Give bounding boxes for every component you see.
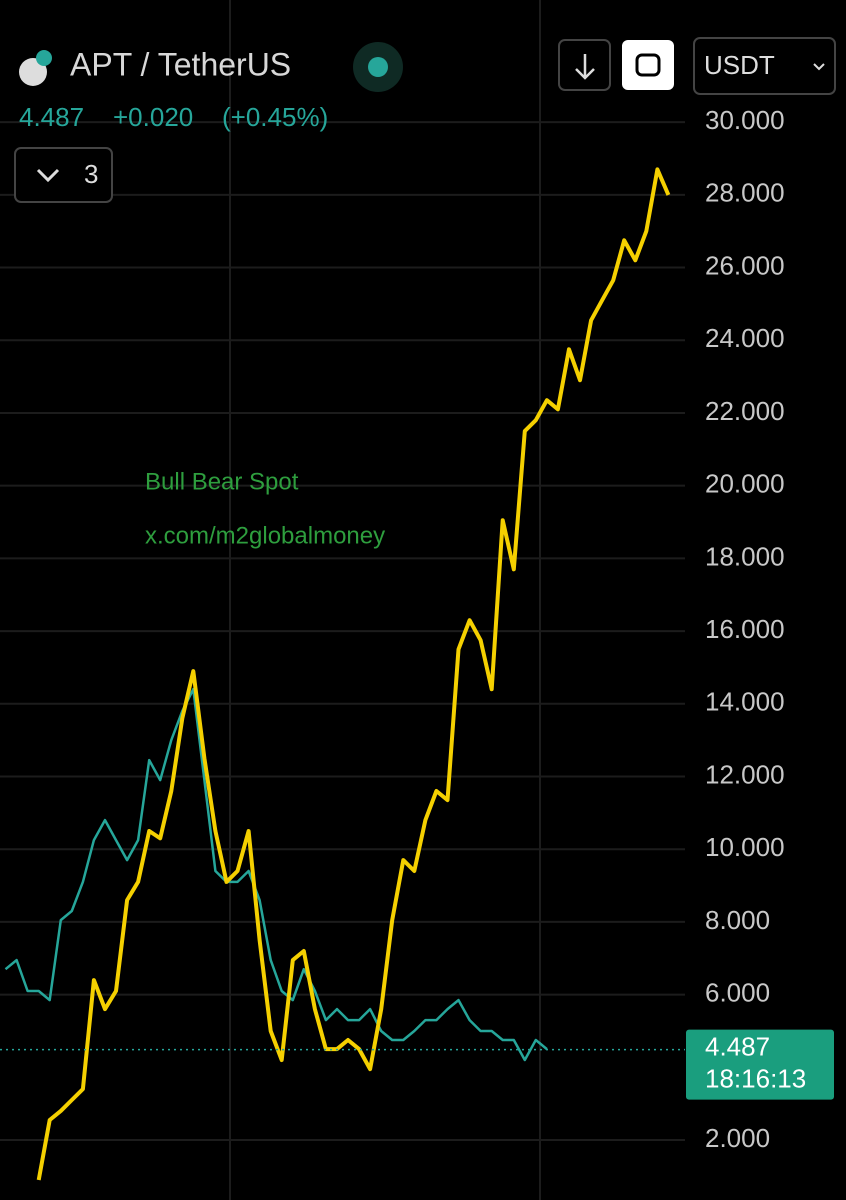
symbol-icon <box>19 58 47 86</box>
chevron <box>36 168 60 183</box>
price-tag <box>686 1029 834 1100</box>
currency: USDT <box>704 50 775 80</box>
currency-select[interactable] <box>693 37 836 95</box>
y-axis: 2.000 6.000 8.000 10.000 12.000 14.000 16.000 1… <box>686 105 834 1153</box>
plot <box>0 167 685 1181</box>
price-tag-value: 4.487 <box>705 1031 770 1061</box>
y-tick-label: 16.000 <box>705 614 785 644</box>
annotation: x.com/m2globalmoney <box>145 522 385 549</box>
fullscreen-button[interactable] <box>622 40 674 90</box>
y-tick-label: 8.000 <box>705 905 770 935</box>
indicator-count: 3 <box>84 159 98 189</box>
chevron <box>813 63 825 71</box>
y-tick-label: 28.000 <box>705 178 785 208</box>
price-tag-countdown: 18:16:13 <box>705 1063 806 1093</box>
y-tick-label: 12.000 <box>705 759 785 789</box>
fullscreen-icon <box>635 53 661 77</box>
y-tick-label: 10.000 <box>705 832 785 862</box>
price: 4.487 <box>19 102 84 132</box>
y-tick-label: 14.000 <box>705 687 785 717</box>
change-pct: (+0.45%) <box>222 102 328 132</box>
series-line <box>36 167 671 1181</box>
y-tick-label: 2.000 <box>705 1123 770 1153</box>
change: +0.020 <box>113 102 193 132</box>
y-tick-label: 20.000 <box>705 469 785 499</box>
download-icon <box>575 54 595 80</box>
symbol: APT / TetherUS <box>70 46 291 82</box>
grid <box>0 0 685 1200</box>
series-line <box>4 687 548 1062</box>
y-tick-label: 30.000 <box>705 105 785 135</box>
y-tick-label: 6.000 <box>705 977 770 1007</box>
y-tick-label: 22.000 <box>705 396 785 426</box>
y-tick-label: 24.000 <box>705 323 785 353</box>
annotation: Bull Bear Spot <box>145 468 299 495</box>
symbol-icon-badge <box>36 50 52 66</box>
indicator-toggle[interactable] <box>14 147 113 203</box>
y-tick-label: 18.000 <box>705 541 785 571</box>
y-tick-label: 26.000 <box>705 250 785 280</box>
status-dot <box>368 57 388 77</box>
